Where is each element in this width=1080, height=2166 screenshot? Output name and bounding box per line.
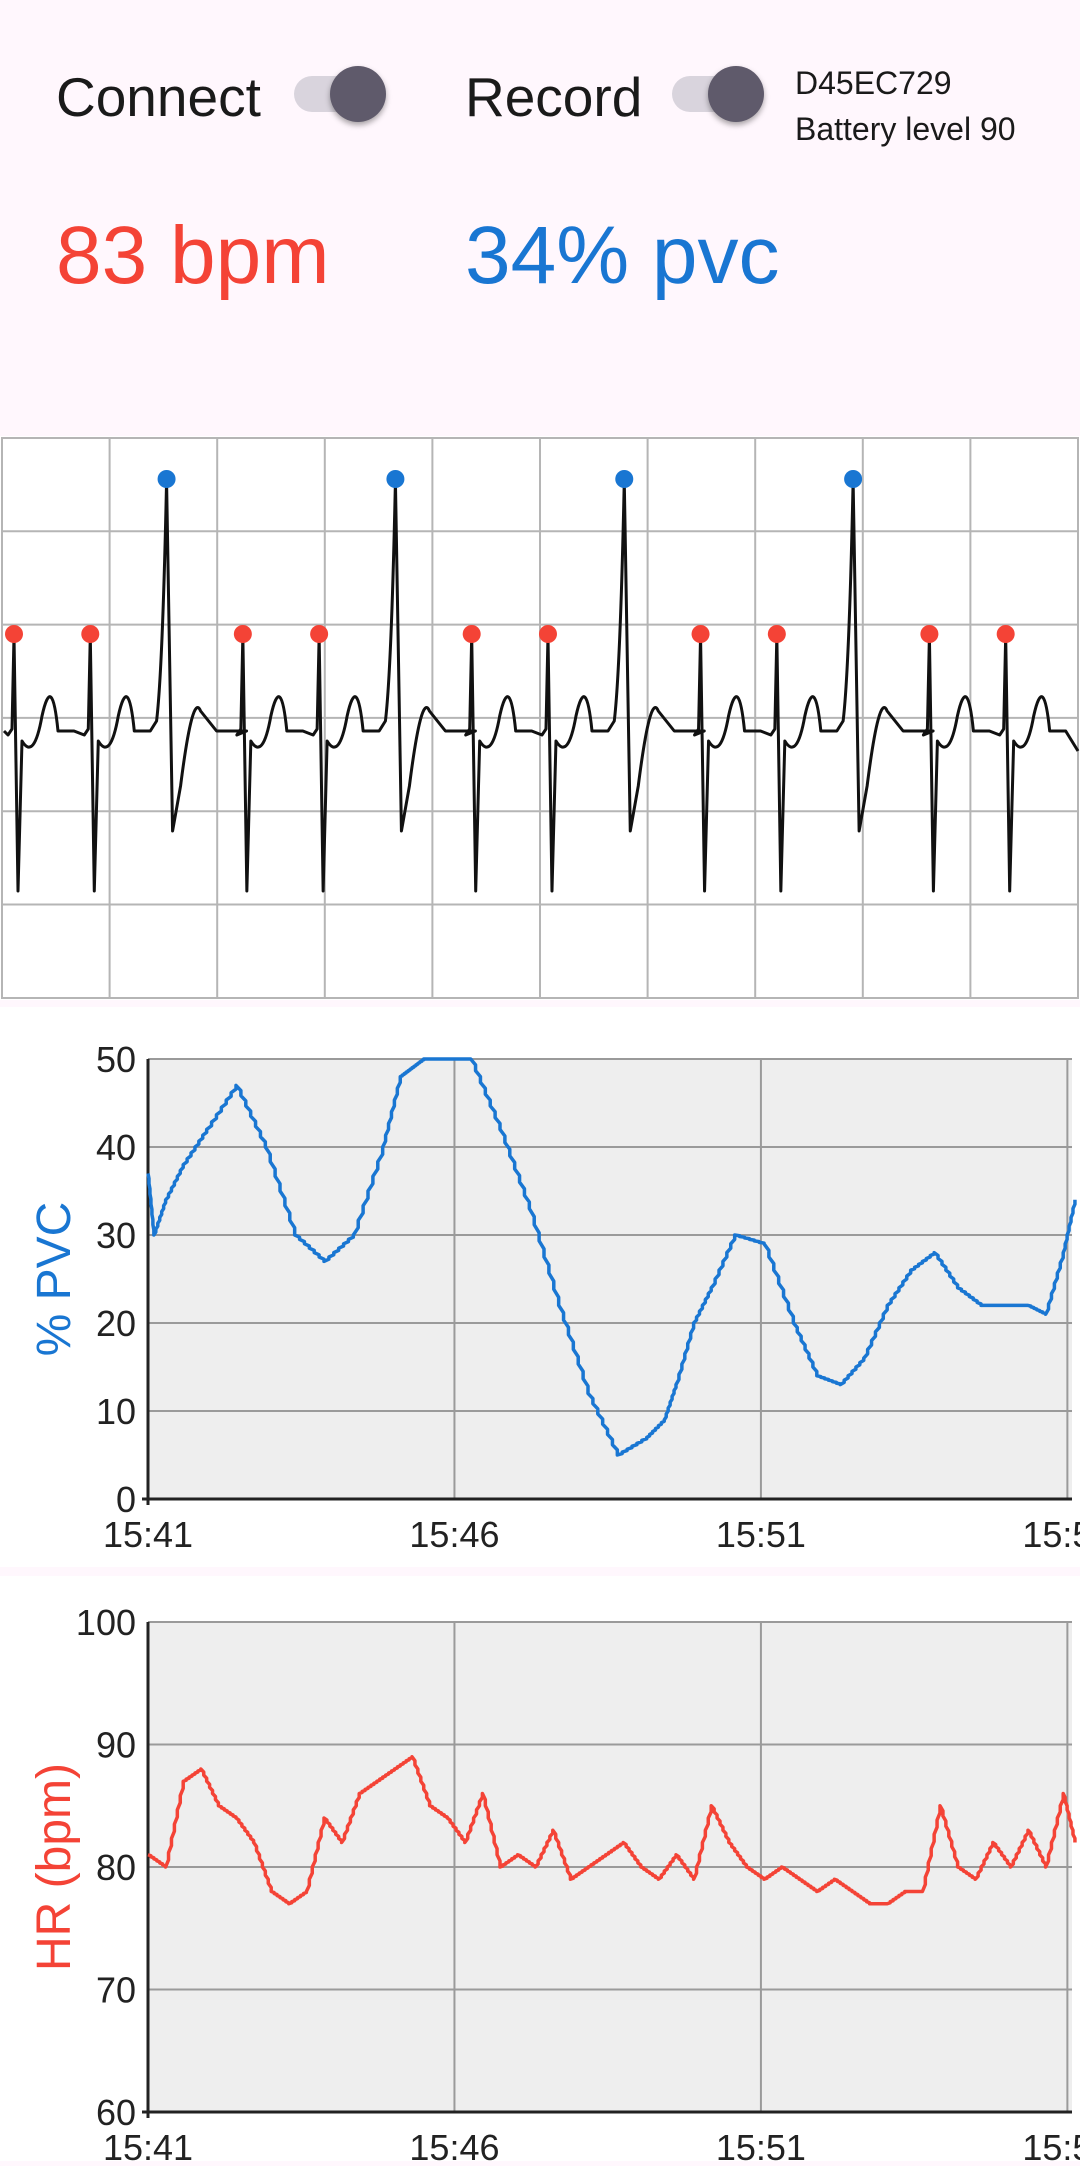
y-tick-label: 30 — [96, 1215, 136, 1256]
device-info: D45EC729 Battery level 90 — [795, 60, 1016, 153]
pvc-beat-marker — [844, 470, 863, 488]
record-label: Record — [465, 66, 643, 128]
series-line — [146, 1057, 1077, 1457]
series-line — [147, 1755, 1077, 1906]
pvc-beat-marker — [157, 470, 176, 488]
y-tick-label: 20 — [96, 1303, 136, 1344]
y-tick-label: 80 — [96, 1847, 136, 1888]
hr-chart-panel: 60 70 80 90 100 15:41 15:46 15:51 15:56 HR (bpm) — [0, 1576, 1080, 2166]
y-axis-label: HR (bpm) — [28, 1763, 81, 1971]
y-tick-label: 0 — [116, 1479, 136, 1520]
normal-beat-marker — [81, 625, 100, 643]
record-toggle-thumb — [708, 66, 764, 122]
connect-label: Connect — [56, 66, 261, 128]
device-id: D45EC729 — [795, 65, 952, 101]
battery-level: Battery level 90 — [795, 111, 1016, 148]
normal-beat-marker — [996, 625, 1015, 643]
connect-toggle[interactable] — [290, 64, 390, 124]
y-tick-label: 50 — [96, 1039, 136, 1080]
normal-beat-marker — [5, 625, 23, 643]
y-tick-label: 90 — [96, 1725, 136, 1766]
pvc-beat-marker — [386, 470, 405, 488]
header-panel: Connect Record D45EC729 Battery level 90… — [0, 0, 1080, 430]
x-tick-label: 15:46 — [409, 2127, 499, 2161]
x-tick-label: 15:56 — [1022, 1514, 1080, 1555]
ecg-waveform — [2, 479, 1080, 893]
normal-beat-marker — [691, 625, 710, 643]
x-tick-label: 15:51 — [716, 1514, 806, 1555]
normal-beat-marker — [233, 625, 252, 643]
record-toggle[interactable] — [668, 64, 768, 124]
x-tick-label: 15:56 — [1022, 2127, 1080, 2161]
x-tick-label: 15:41 — [103, 1514, 193, 1555]
x-tick-label: 15:51 — [716, 2127, 806, 2161]
normal-beat-marker — [462, 625, 481, 643]
y-tick-label: 70 — [96, 1970, 136, 2011]
y-tick-label: 40 — [96, 1127, 136, 1168]
x-tick-label: 15:46 — [409, 1514, 499, 1555]
pvc-chart-panel: 0 10 20 30 40 50 15:41 15:46 15:51 15:56 % PVC — [0, 1007, 1080, 1567]
hr-trend-chart: 60 70 80 90 100 15:41 15:46 15:51 15:56 HR (bpm) — [28, 1602, 1080, 2166]
normal-beat-marker — [920, 625, 939, 643]
x-tick-label: 15:41 — [103, 2127, 193, 2161]
normal-beat-marker — [767, 625, 786, 643]
normal-beat-marker — [310, 625, 329, 643]
y-tick-label: 60 — [96, 2092, 136, 2133]
heart-rate-value: 83 bpm — [56, 210, 330, 301]
pvc-trend-chart: 0 10 20 30 40 50 15:41 15:46 15:51 15:56 % PVC — [28, 1039, 1080, 1555]
pvc-percent-value: 34% pvc — [465, 210, 780, 301]
y-tick-label: 100 — [76, 1602, 136, 1643]
pvc-beat-marker — [615, 470, 634, 488]
ecg-strip-chart — [1, 437, 1080, 999]
ecg-panel — [0, 436, 1080, 1000]
plot-area — [148, 1059, 1072, 1499]
y-axis-label: % PVC — [28, 1202, 81, 1357]
connect-toggle-thumb — [330, 66, 386, 122]
y-tick-label: 10 — [96, 1391, 136, 1432]
normal-beat-marker — [538, 625, 557, 643]
